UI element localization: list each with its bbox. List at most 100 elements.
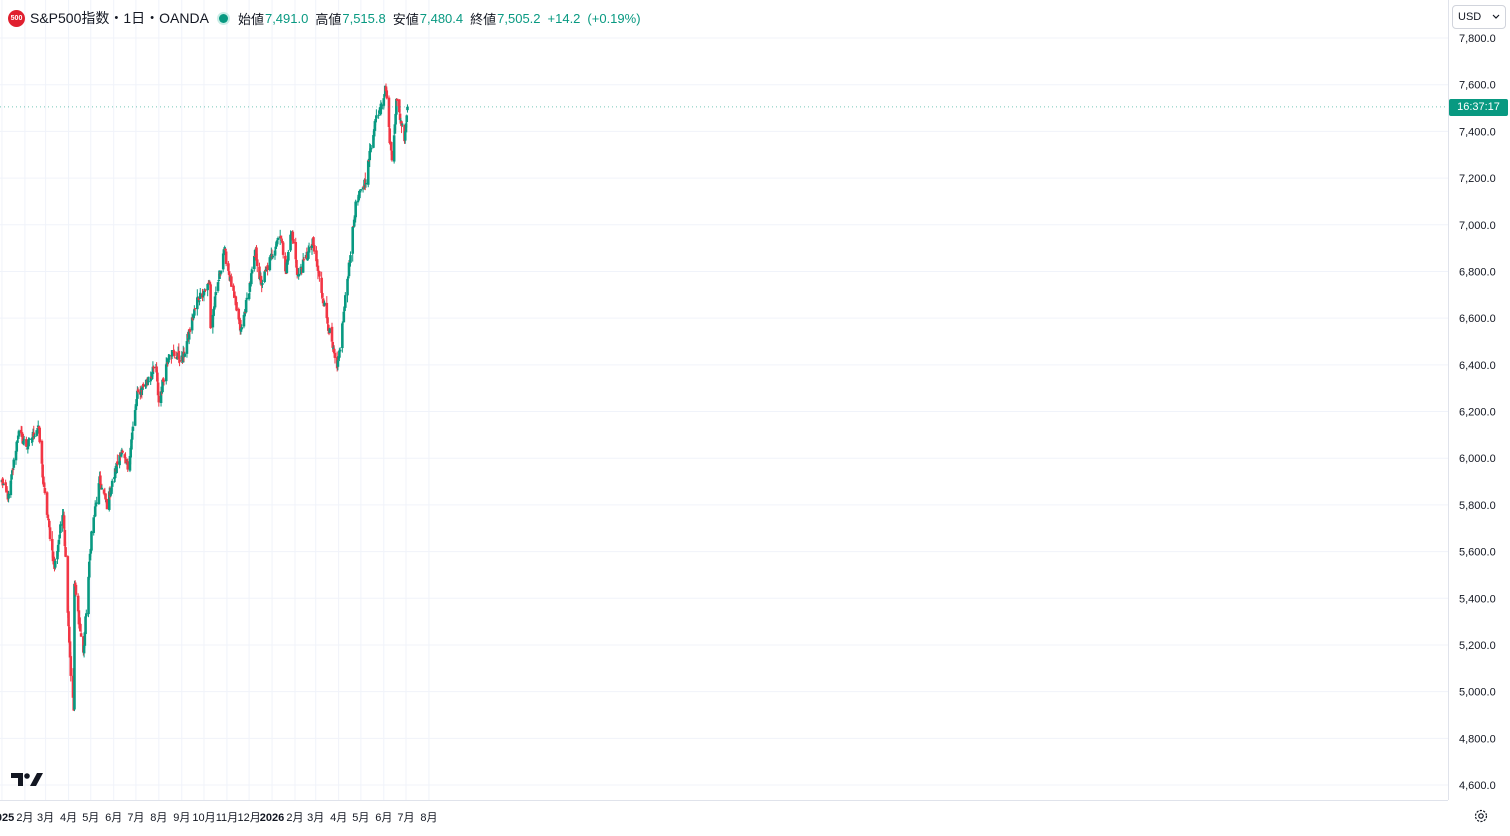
- candle-body: [351, 226, 355, 254]
- candle: [9, 478, 13, 498]
- candle-body: [64, 547, 67, 557]
- currency-select[interactable]: USD: [1452, 5, 1506, 29]
- candle: [294, 237, 298, 264]
- candle-body: [292, 239, 295, 244]
- candle: [271, 254, 275, 260]
- candle-body: [15, 441, 19, 452]
- candle-body: [87, 576, 90, 615]
- candle: [188, 327, 192, 335]
- candle-body: [383, 93, 386, 97]
- candle: [216, 281, 220, 293]
- candle: [14, 450, 18, 465]
- candle-body: [223, 247, 226, 249]
- candle-body: [404, 123, 408, 133]
- candle-body: [183, 353, 187, 357]
- candle: [92, 517, 96, 536]
- candle: [281, 240, 285, 259]
- candle-body: [271, 256, 275, 258]
- candle: [110, 478, 114, 492]
- candle: [71, 668, 75, 701]
- candle: [178, 357, 181, 367]
- candle: [209, 281, 212, 329]
- candle-body: [191, 316, 195, 320]
- candle-body: [69, 656, 73, 676]
- time-tick-label: 12月: [237, 812, 260, 824]
- candle-body: [17, 430, 21, 437]
- candle-body: [2, 483, 5, 485]
- candle: [354, 199, 357, 223]
- candle-body: [216, 282, 220, 291]
- candle-body: [16, 435, 20, 439]
- candle-body: [234, 296, 238, 304]
- candle-body: [178, 360, 181, 363]
- candle-body: [42, 482, 46, 487]
- candle-body: [321, 292, 324, 298]
- price-tick-label: 7,600.0: [1459, 80, 1496, 92]
- candle: [2, 483, 5, 486]
- last-price-tag: 16:37:17: [1449, 98, 1508, 116]
- candle-body: [176, 356, 179, 360]
- candle-body: [95, 502, 98, 504]
- high-label: 高値: [315, 11, 342, 27]
- candle: [48, 527, 52, 542]
- candle: [316, 259, 320, 280]
- candle-body: [307, 247, 311, 253]
- symbol-badge-icon[interactable]: 500: [8, 9, 25, 27]
- candle-body: [224, 251, 228, 264]
- candle-body: [90, 531, 93, 551]
- candle-body: [74, 584, 78, 595]
- candle: [167, 354, 171, 363]
- candle-body: [21, 433, 24, 444]
- symbol-title[interactable]: S&P500指数・1日・OANDA: [30, 10, 209, 26]
- time-tick-label: 6月: [375, 812, 392, 824]
- time-tick-label: 4月: [60, 812, 77, 824]
- candle: [263, 270, 266, 284]
- price-axis[interactable]: 7,800.0 7,600.0 7,400.0 7,200.0 7,000.0 6,800…: [1448, 0, 1510, 800]
- candle-body: [173, 351, 176, 356]
- tradingview-logo[interactable]: [10, 770, 44, 793]
- candle-body: [63, 529, 67, 547]
- candle: [295, 266, 299, 279]
- candle-body: [20, 432, 24, 435]
- chart-pane[interactable]: [0, 0, 1448, 800]
- candle-body: [115, 462, 118, 474]
- candle-body: [252, 255, 256, 270]
- candle-body: [209, 284, 212, 329]
- candle-body: [367, 160, 371, 162]
- candle-body: [92, 517, 96, 533]
- candle-body: [230, 276, 233, 287]
- candle-body: [161, 378, 165, 382]
- open-value: 7,491.0: [264, 10, 309, 26]
- time-tick-label: 2026: [260, 812, 284, 824]
- candle-body: [45, 492, 49, 515]
- candle: [366, 158, 370, 188]
- candle-body: [161, 379, 164, 393]
- time-axis[interactable]: 20252月3月4月5月6月7月8月9月10月11月12月20262月3月4月5…: [0, 800, 1448, 830]
- candle-body: [232, 285, 235, 291]
- candle-body: [212, 308, 215, 317]
- candle-body: [136, 389, 140, 393]
- candle-body: [358, 191, 361, 199]
- candle-body: [73, 583, 76, 710]
- candle-body: [204, 289, 207, 291]
- candle-body: [337, 357, 340, 359]
- candle-body: [273, 250, 277, 256]
- candle: [219, 270, 223, 276]
- candle-body: [116, 461, 119, 465]
- candle: [149, 371, 152, 385]
- candlestick-chart[interactable]: [0, 0, 1448, 800]
- candle: [157, 391, 161, 407]
- candle-body: [315, 260, 319, 267]
- candle: [344, 292, 347, 309]
- candle-body: [11, 469, 15, 471]
- market-status-icon[interactable]: [218, 13, 228, 23]
- candle-body: [57, 539, 61, 545]
- gear-icon[interactable]: [1471, 806, 1491, 826]
- close-value: 7,505.2: [497, 10, 541, 26]
- price-tick-label: 4,600.0: [1459, 780, 1496, 792]
- candle: [162, 380, 166, 386]
- candle-body: [53, 560, 57, 568]
- candle-body: [150, 372, 154, 377]
- candle: [66, 555, 70, 618]
- candle-body: [94, 502, 98, 507]
